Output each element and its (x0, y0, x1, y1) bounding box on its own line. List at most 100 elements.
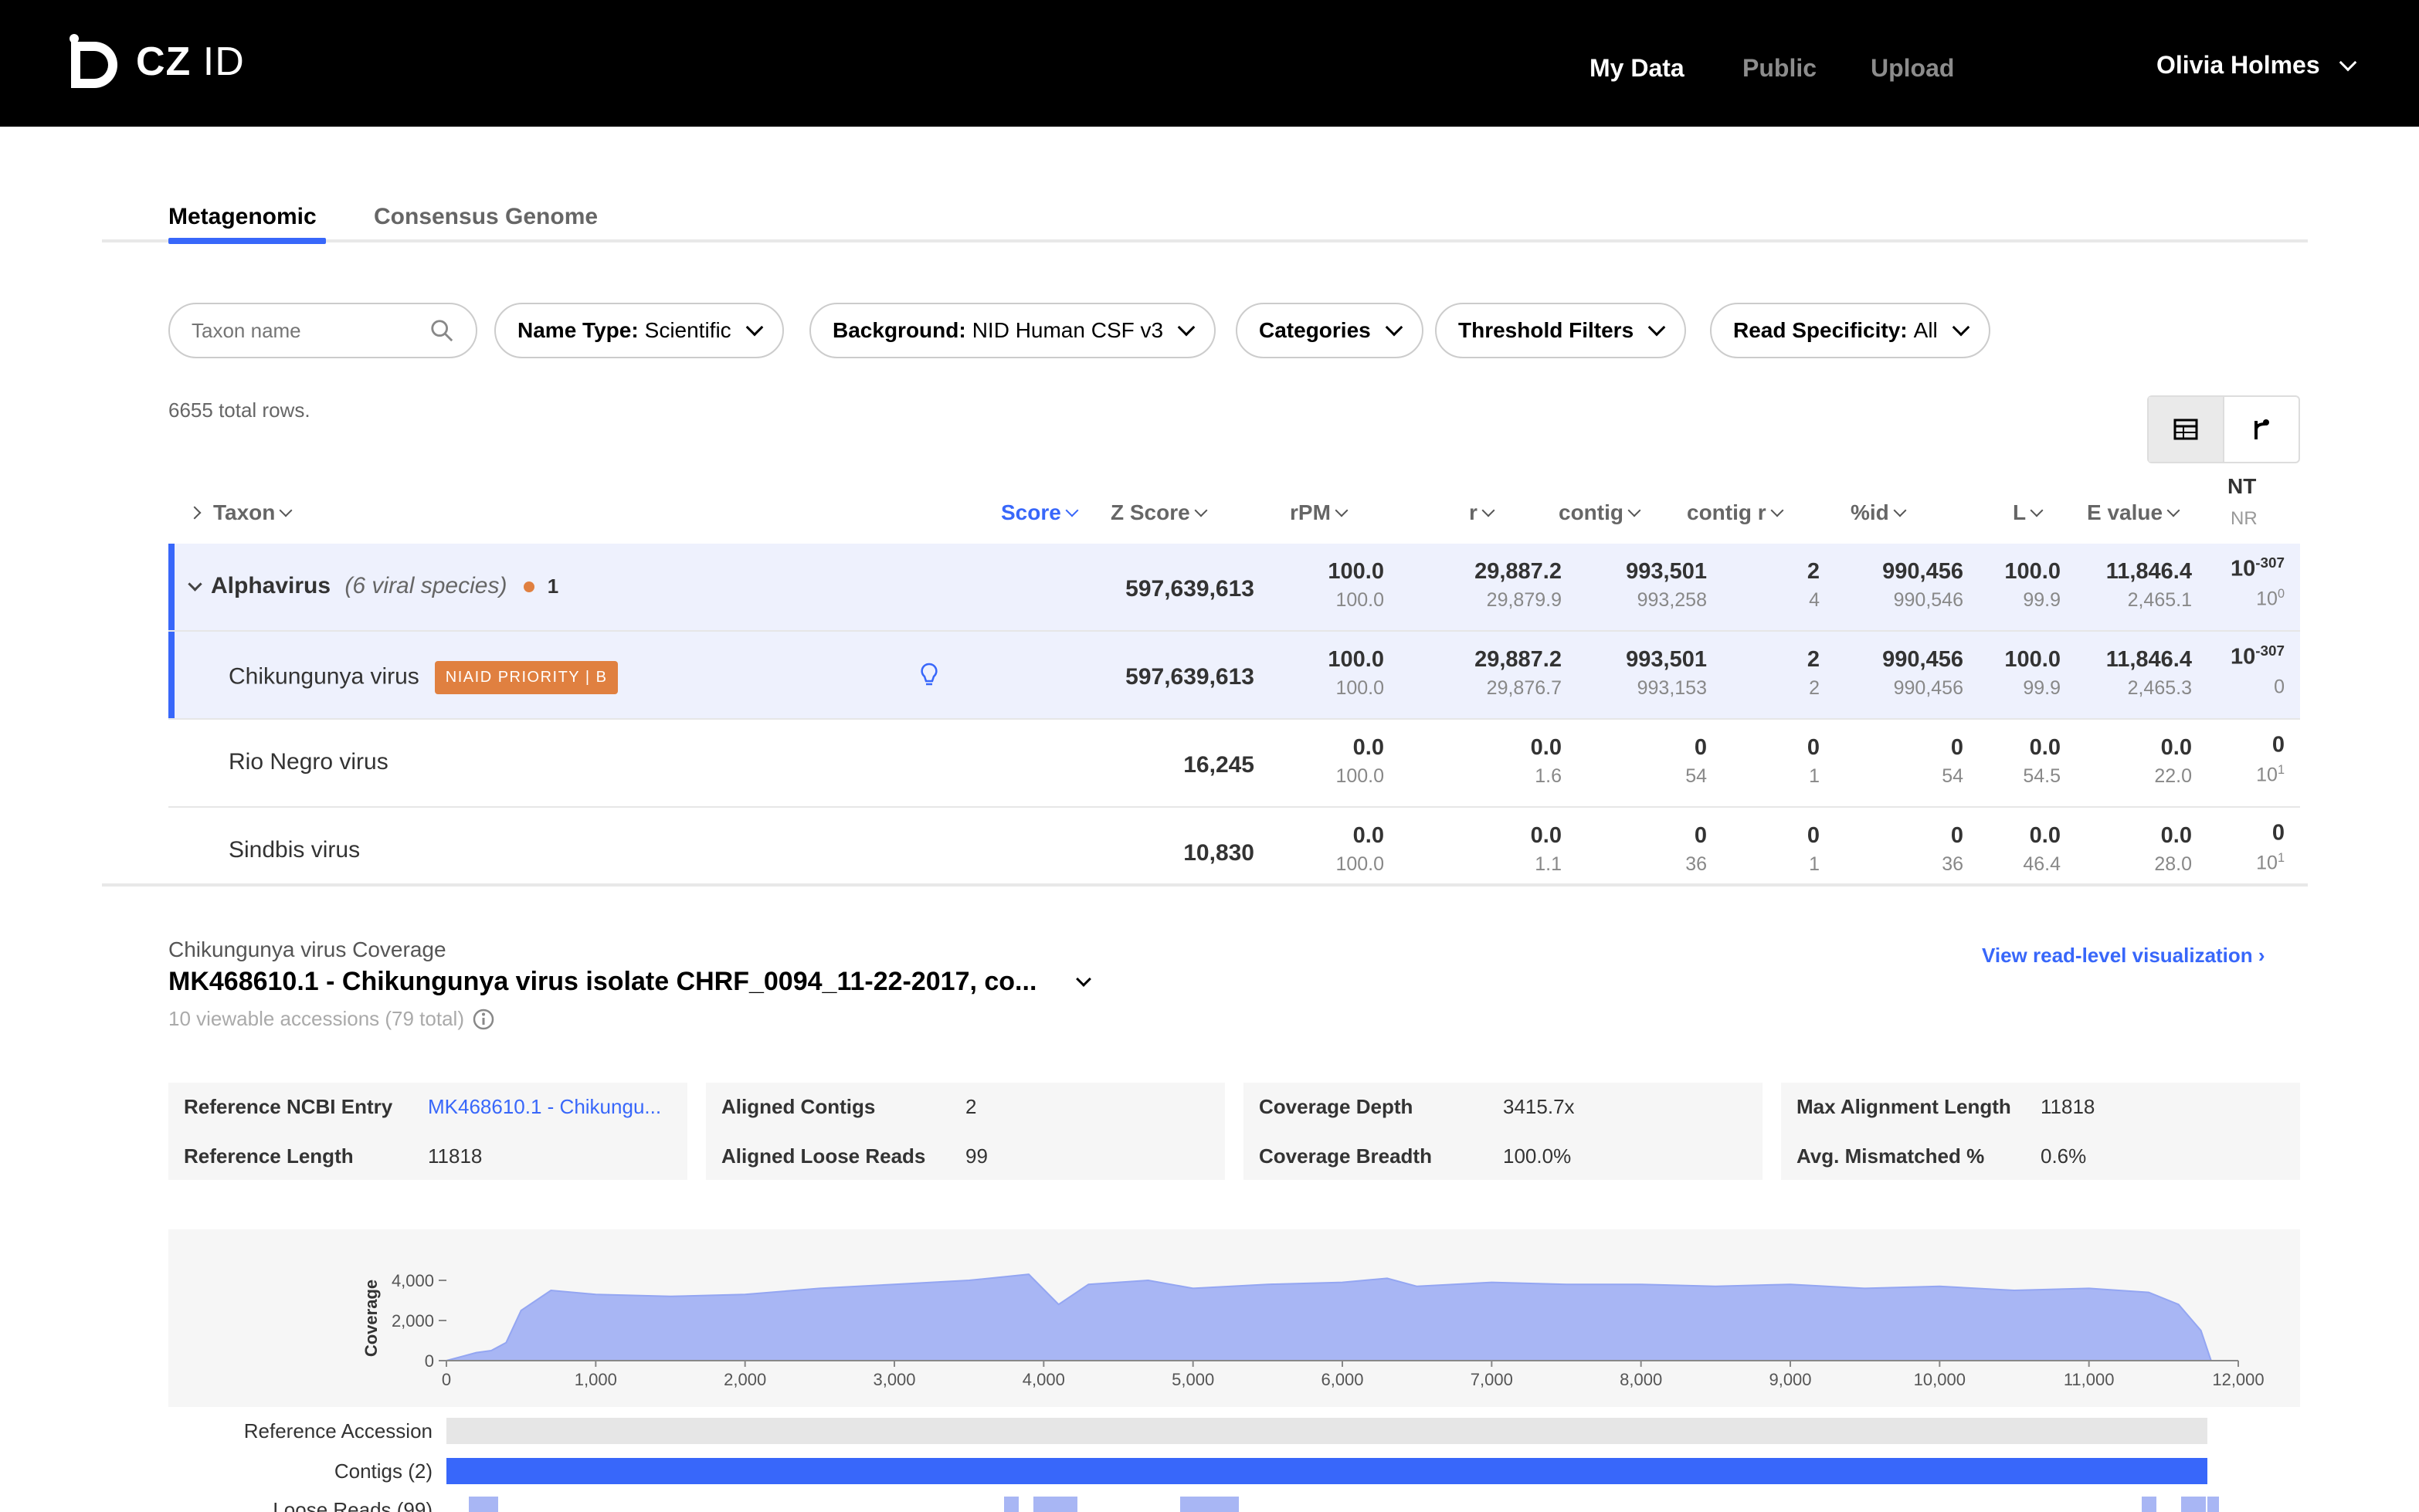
nav-my-data[interactable]: My Data (1589, 54, 1684, 82)
x-tick-label: 0 (442, 1370, 451, 1389)
header-evalue[interactable]: E value (2087, 500, 2180, 525)
header-pid[interactable]: %id (1851, 500, 1907, 525)
taxon-search[interactable] (168, 303, 477, 358)
stat-box-aligned: Aligned Contigs 2 Aligned Loose Reads 99 (706, 1083, 1225, 1180)
table-view-button[interactable] (2149, 397, 2224, 462)
pid-cell: 100.0 99.9 (2004, 559, 2061, 611)
chevron-down-icon (1952, 318, 1970, 337)
background-dropdown[interactable]: Background: NID Human CSF v3 (809, 303, 1216, 358)
x-tick-label: 9,000 (1769, 1370, 1811, 1389)
header-evalue-label: E value (2087, 500, 2163, 524)
header-contig-r[interactable]: contig r (1687, 500, 1784, 525)
coverage-chart: 0 1,000 2,000 3,000 4,000 5,000 6,000 7,000 8,00… (168, 1229, 2300, 1407)
accession-title: MK468610.1 - Chikungunya virus isolate C… (168, 967, 1037, 996)
stat-value: 99 (965, 1144, 988, 1168)
y-tick-label: 0 (425, 1351, 434, 1371)
tab-consensus-genome[interactable]: Consensus Genome (374, 204, 599, 229)
tree-view-button[interactable] (2224, 397, 2299, 462)
annotation-dot-icon (524, 581, 535, 593)
coverage-subtitle: Chikungunya virus Coverage (168, 937, 446, 961)
categories-label: Categories (1259, 318, 1371, 342)
threshold-label: Threshold Filters (1458, 318, 1634, 342)
chevron-down-icon (1335, 503, 1349, 517)
l-cell: 0.0 22.0 (2154, 735, 2192, 787)
loose-read-segment[interactable] (1004, 1497, 1019, 1512)
evalue-cell: 10-307 0 (2231, 642, 2285, 697)
chevron-down-icon (1647, 318, 1666, 337)
zscore-cell: 100.0 100.0 (1328, 647, 1384, 699)
info-icon[interactable] (472, 1008, 495, 1031)
loose-reads-track[interactable] (446, 1497, 2220, 1512)
header-zscore-label: Z Score (1111, 500, 1190, 524)
pid-cell: 0.0 46.4 (2023, 823, 2061, 875)
pid-cell: 100.0 99.9 (2004, 647, 2061, 699)
header-r-label: r (1469, 500, 1478, 524)
read-specificity-label: Read Specificity: (1733, 318, 1908, 342)
header-rpm[interactable]: rPM (1290, 500, 1349, 525)
x-tick-label: 1,000 (575, 1370, 617, 1389)
table-divider (102, 883, 2308, 887)
header-contig-r-label: contig r (1687, 500, 1766, 524)
chevron-down-icon (1065, 503, 1079, 517)
x-tick-label: 4,000 (1023, 1370, 1065, 1389)
reference-ncbi-link[interactable]: MK468610.1 - Chikungu... (428, 1095, 662, 1118)
contig-r-cell: 0 36 (1942, 823, 1963, 875)
score-cell: 16,245 (1183, 752, 1254, 778)
header-score[interactable]: Score (1001, 500, 1079, 525)
zscore-cell: 0.0 100.0 (1335, 735, 1384, 787)
accession-dropdown[interactable]: MK468610.1 - Chikungunya virus isolate C… (168, 967, 1092, 997)
header-contig[interactable]: contig (1559, 500, 1641, 525)
y-tick-label: 2,000 (392, 1311, 434, 1331)
taxon-name: Alphavirus (211, 573, 331, 598)
search-input[interactable] (192, 318, 423, 343)
r-cell: 993,501 993,258 (1626, 559, 1707, 611)
active-tab-indicator (168, 238, 326, 244)
header-contig-label: contig (1559, 500, 1623, 524)
loose-read-segment[interactable] (2141, 1497, 2156, 1512)
loose-read-segment[interactable] (1033, 1497, 1077, 1512)
header-zscore[interactable]: Z Score (1111, 500, 1208, 525)
chevron-down-icon (1627, 503, 1641, 517)
chevron-down-icon[interactable] (188, 576, 202, 592)
search-icon[interactable] (429, 317, 454, 344)
view-read-level-link[interactable]: View read-level visualization › (1982, 944, 2265, 967)
header-taxon[interactable]: Taxon (188, 500, 293, 525)
tab-metagenomic[interactable]: Metagenomic (168, 204, 317, 229)
table-row-species[interactable]: Sindbis virus 10,830 0.0 100.0 0.0 1.1 0 36… (168, 808, 2300, 896)
contigs-track[interactable] (446, 1458, 2207, 1484)
table-row-genus[interactable]: Alphavirus (6 viral species) 1 597,639,6… (168, 544, 2300, 632)
reference-accession-track[interactable] (446, 1418, 2207, 1444)
loose-read-segment[interactable] (2207, 1497, 2220, 1512)
table-row-species[interactable]: Chikungunya virus NIAID PRIORITY | B 597,… (168, 632, 2300, 720)
nav-upload[interactable]: Upload (1871, 54, 1955, 82)
track-label-contigs: Contigs (2) (334, 1459, 433, 1483)
annotation-count: 1 (547, 575, 559, 598)
threshold-filters-dropdown[interactable]: Threshold Filters (1435, 303, 1687, 358)
stat-label: Avg. Mismatched % (1796, 1144, 1985, 1168)
stat-box-reference: Reference NCBI Entry MK468610.1 - Chikun… (168, 1083, 687, 1180)
name-type-dropdown[interactable]: Name Type: Scientific (494, 303, 784, 358)
header-r[interactable]: r (1469, 500, 1495, 525)
stat-label: Coverage Breadth (1259, 1144, 1432, 1168)
x-tick-label: 6,000 (1321, 1370, 1363, 1389)
nt-label: NT (2227, 474, 2257, 498)
categories-dropdown[interactable]: Categories (1236, 303, 1423, 358)
chevron-down-icon (1177, 318, 1196, 337)
header-l[interactable]: L (2013, 500, 2044, 525)
lightbulb-icon[interactable] (921, 663, 938, 687)
logo-text[interactable]: CZ ID (136, 39, 245, 84)
top-nav: CZ ID My Data Public Upload Olivia Holme… (0, 0, 2419, 127)
loose-read-segment[interactable] (468, 1497, 498, 1512)
chevron-down-icon (1893, 503, 1907, 517)
l-cell: 0.0 28.0 (2154, 823, 2192, 875)
nav-public[interactable]: Public (1742, 54, 1817, 82)
user-menu[interactable]: Olivia Holmes (2156, 51, 2356, 80)
rpm-cell: 29,887.2 29,876.7 (1474, 647, 1562, 699)
accession-count-text: 10 viewable accessions (79 total) (168, 1007, 464, 1030)
loose-read-segment[interactable] (2180, 1497, 2207, 1512)
czid-logo-icon[interactable] (66, 34, 127, 96)
read-specificity-dropdown[interactable]: Read Specificity: All (1710, 303, 1990, 358)
stat-label: Coverage Depth (1259, 1095, 1413, 1118)
loose-read-segment[interactable] (1180, 1497, 1239, 1512)
table-row-species[interactable]: Rio Negro virus 16,245 0.0 100.0 0.0 1.6 0… (168, 720, 2300, 808)
